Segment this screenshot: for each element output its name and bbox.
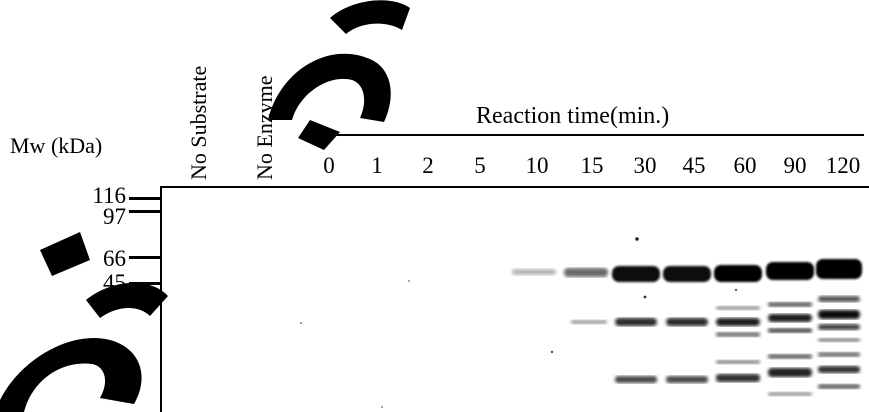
band-lane-120-lower <box>818 310 860 319</box>
band-lane-60-main <box>714 265 762 282</box>
band-lane-120-main <box>816 259 862 279</box>
band-lane-120-bottom <box>818 366 860 373</box>
band-lane-30-lower <box>615 318 657 326</box>
band-lane-30-main <box>612 266 660 282</box>
band-lane-45-bottom <box>666 376 708 383</box>
band-lane-30-bottom <box>615 376 657 383</box>
band-lane-15-lower <box>571 320 607 324</box>
band-lane-45-lower <box>666 318 708 326</box>
band-lane-60-lower <box>716 318 760 326</box>
band-lane-90-lower <box>768 314 812 322</box>
band-lane-90-main <box>766 262 814 280</box>
band-lane-90-bottom <box>768 368 812 377</box>
band-lane-10-main <box>512 269 556 275</box>
band-lane-60-bottom <box>716 374 760 382</box>
band-lane-45-main <box>663 266 711 282</box>
band-lane-15-main <box>564 268 608 277</box>
